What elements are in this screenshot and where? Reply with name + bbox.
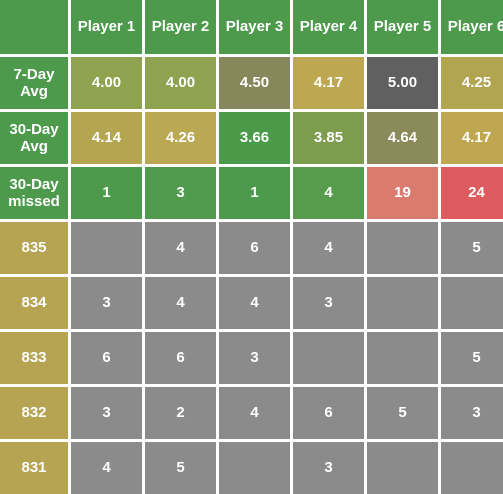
- summary-value: 4.64: [367, 112, 438, 164]
- score-cell: 4: [145, 277, 216, 329]
- score-cell: 6: [145, 332, 216, 384]
- score-cell: 5: [145, 442, 216, 494]
- score-cell: 3: [71, 277, 142, 329]
- summary-value: 1: [71, 167, 142, 219]
- column-header-player-1: Player 1: [71, 0, 142, 54]
- score-cell: 5: [441, 222, 503, 274]
- score-cell: [367, 277, 438, 329]
- score-cell: 6: [293, 387, 364, 439]
- summary-value: 4.00: [71, 57, 142, 109]
- score-cell: 4: [145, 222, 216, 274]
- score-cell: 4: [219, 387, 290, 439]
- summary-row-label: 30-Day missed: [0, 167, 68, 219]
- score-cell: [367, 222, 438, 274]
- score-cell: 5: [367, 387, 438, 439]
- score-cell: 3: [293, 442, 364, 494]
- summary-value: 4.00: [145, 57, 216, 109]
- score-cell: 3: [219, 332, 290, 384]
- score-cell: 3: [293, 277, 364, 329]
- summary-value: 4.26: [145, 112, 216, 164]
- score-cell: 4: [219, 277, 290, 329]
- summary-row-label: 30-Day Avg: [0, 112, 68, 164]
- score-cell: [441, 442, 503, 494]
- score-cell: 3: [441, 387, 503, 439]
- column-header-player-3: Player 3: [219, 0, 290, 54]
- score-cell: 6: [71, 332, 142, 384]
- score-cell: 6: [219, 222, 290, 274]
- summary-value: 4.17: [441, 112, 503, 164]
- summary-value: 4: [293, 167, 364, 219]
- row-label: 832: [0, 387, 68, 439]
- summary-value: 24: [441, 167, 503, 219]
- score-cell: [441, 277, 503, 329]
- row-label: 833: [0, 332, 68, 384]
- score-cell: 5: [441, 332, 503, 384]
- score-cell: 2: [145, 387, 216, 439]
- column-header-player-4: Player 4: [293, 0, 364, 54]
- summary-value: 4.25: [441, 57, 503, 109]
- summary-value: 4.14: [71, 112, 142, 164]
- corner-cell: [0, 0, 68, 54]
- row-label: 835: [0, 222, 68, 274]
- summary-value: 3.85: [293, 112, 364, 164]
- row-label: 834: [0, 277, 68, 329]
- score-cell: [367, 442, 438, 494]
- summary-row-label: 7-Day Avg: [0, 57, 68, 109]
- score-cell: [219, 442, 290, 494]
- summary-value: 3.66: [219, 112, 290, 164]
- summary-value: 4.17: [293, 57, 364, 109]
- row-label: 831: [0, 442, 68, 494]
- score-cell: 4: [293, 222, 364, 274]
- summary-value: 5.00: [367, 57, 438, 109]
- summary-value: 19: [367, 167, 438, 219]
- score-cell: [293, 332, 364, 384]
- summary-value: 1: [219, 167, 290, 219]
- score-cell: [71, 222, 142, 274]
- score-cell: 3: [71, 387, 142, 439]
- summary-value: 4.50: [219, 57, 290, 109]
- score-cell: 4: [71, 442, 142, 494]
- summary-value: 3: [145, 167, 216, 219]
- column-header-player-6: Player 6: [441, 0, 503, 54]
- score-cell: [367, 332, 438, 384]
- column-header-player-2: Player 2: [145, 0, 216, 54]
- column-header-player-5: Player 5: [367, 0, 438, 54]
